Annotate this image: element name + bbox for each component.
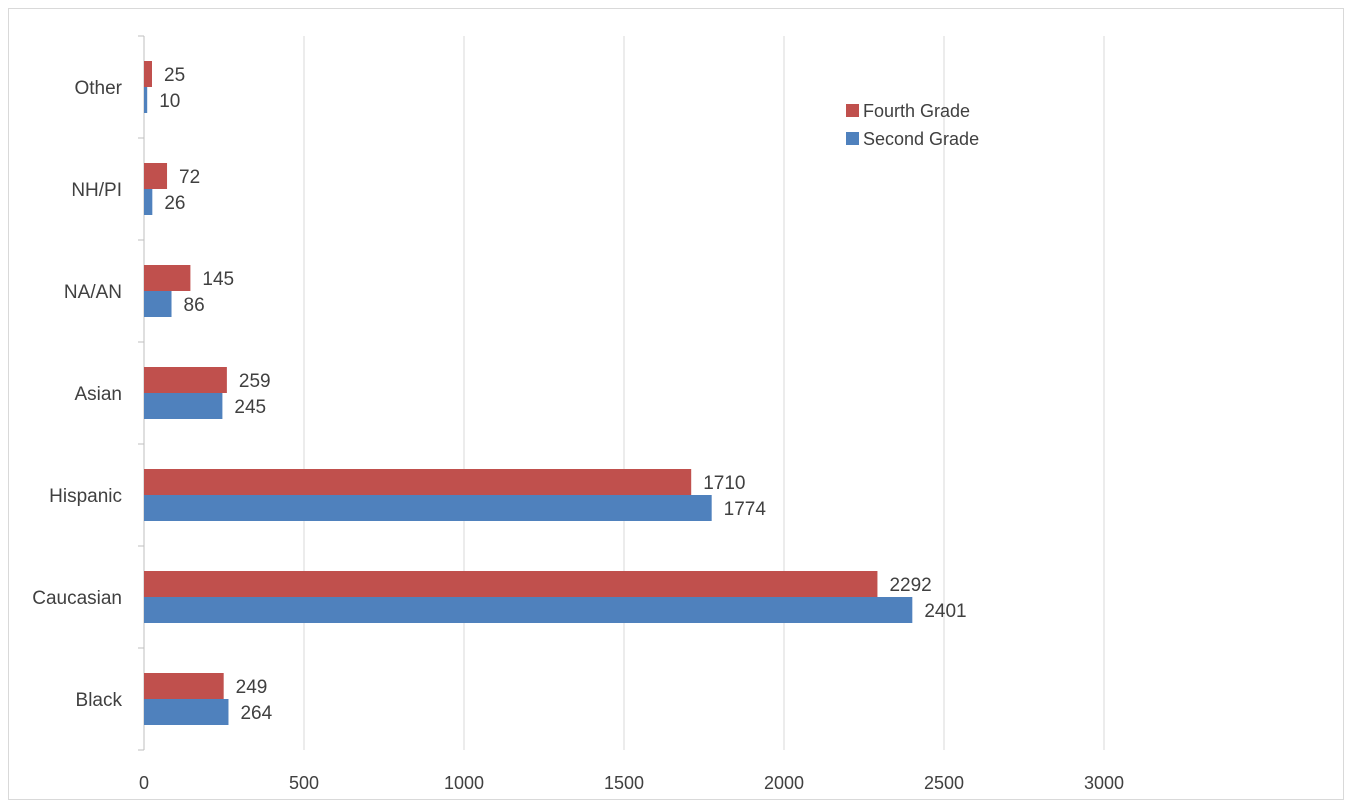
- category-label: Hispanic: [49, 486, 122, 507]
- x-tick-label: 1500: [604, 773, 644, 793]
- data-label: 264: [240, 703, 272, 724]
- data-labels: 249 264 2292 2401 1710 1774 259 245 145 86 72 26 25 1…: [159, 65, 966, 724]
- data-label: 259: [239, 371, 271, 392]
- category-label: Asian: [74, 384, 122, 405]
- bar-fourth-grade: [144, 367, 227, 393]
- x-tick-label: 500: [289, 773, 319, 793]
- legend-label: Second Grade: [863, 129, 979, 149]
- legend-label: Fourth Grade: [863, 101, 970, 121]
- x-tick-label: 2500: [924, 773, 964, 793]
- gridlines: [303, 36, 1105, 750]
- data-label: 86: [184, 295, 205, 316]
- data-label: 10: [159, 91, 180, 112]
- bar-chart: 0 500 1000 1500 2000 2500 3000 Black Caucasian Hi…: [32, 35, 1124, 793]
- category-label: NA/AN: [64, 282, 122, 303]
- bar-second-grade: [144, 699, 229, 725]
- data-label: 25: [164, 65, 185, 86]
- data-label: 1774: [724, 499, 767, 520]
- legend: Fourth Grade Second Grade: [846, 101, 979, 149]
- data-label: 145: [202, 269, 234, 290]
- bar-second-grade: [144, 495, 712, 521]
- category-label: Black: [76, 690, 123, 711]
- chart-frame: 0 500 1000 1500 2000 2500 3000 Black Caucasian Hi…: [8, 8, 1344, 800]
- category-label: Other: [74, 78, 122, 99]
- bar-second-grade: [144, 393, 223, 419]
- bar-second-grade: [144, 87, 148, 113]
- data-label: 2401: [924, 601, 966, 622]
- bar-fourth-grade: [144, 265, 191, 291]
- legend-swatch: [846, 104, 859, 117]
- bar-second-grade: [144, 597, 913, 623]
- category-label: Caucasian: [32, 588, 122, 609]
- data-label: 2292: [889, 575, 931, 596]
- data-label: 245: [234, 397, 266, 418]
- bar-fourth-grade: [144, 163, 168, 189]
- data-label: 26: [164, 193, 185, 214]
- legend-swatch: [846, 132, 859, 145]
- category-label: NH/PI: [71, 180, 122, 201]
- data-label: 249: [236, 677, 268, 698]
- bars: [144, 61, 913, 725]
- axes: 0 500 1000 1500 2000 2500 3000 Black Caucasian Hi…: [32, 35, 1124, 793]
- data-label: 72: [179, 167, 200, 188]
- x-tick-label: 2000: [764, 773, 804, 793]
- x-tick-label: 3000: [1084, 773, 1124, 793]
- data-label: 1710: [703, 473, 745, 494]
- bar-fourth-grade: [144, 571, 878, 597]
- x-tick-label: 1000: [444, 773, 484, 793]
- bar-fourth-grade: [144, 61, 152, 87]
- bar-fourth-grade: [144, 673, 224, 699]
- bar-second-grade: [144, 189, 153, 215]
- x-tick-label: 0: [139, 773, 149, 793]
- bar-fourth-grade: [144, 469, 692, 495]
- bar-second-grade: [144, 291, 172, 317]
